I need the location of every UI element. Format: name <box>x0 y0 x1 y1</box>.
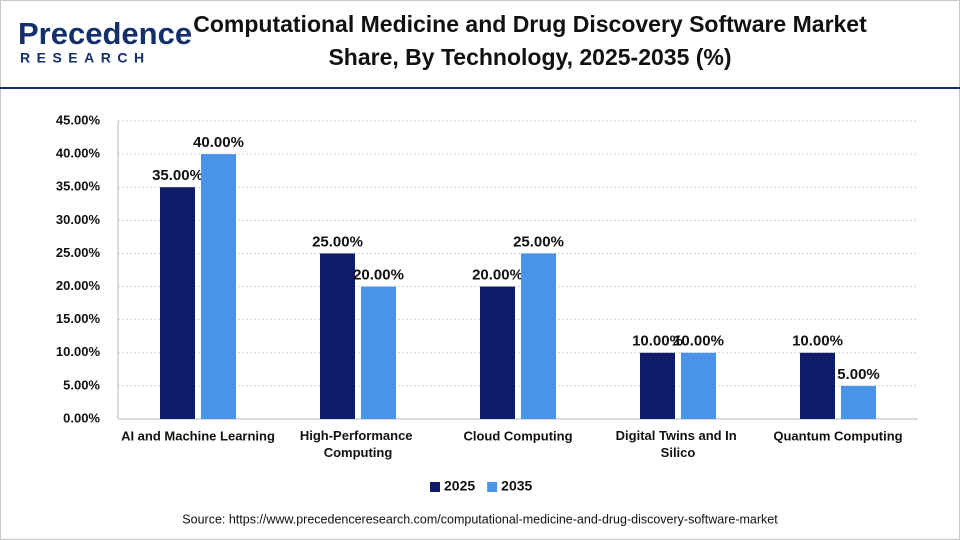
value-label: 20.00% <box>353 267 404 284</box>
chart-title: Computational Medicine and Drug Discover… <box>193 11 867 70</box>
y-tick-label: 20.00% <box>56 278 101 293</box>
bar <box>800 352 835 419</box>
legend-label: 2025 <box>444 478 475 494</box>
value-label: 20.00% <box>472 267 523 284</box>
x-tick-label: Quantum Computing <box>773 428 902 443</box>
y-tick-label: 35.00% <box>56 179 101 194</box>
value-label: 5.00% <box>837 366 880 383</box>
value-label: 40.00% <box>193 134 244 151</box>
x-tick-label: High-Performance Computing <box>300 428 416 460</box>
y-tick-label: 5.00% <box>63 377 100 392</box>
bar <box>681 352 716 419</box>
y-tick-label: 0.00% <box>63 410 100 425</box>
logo-tagline: RESEARCH <box>20 50 151 66</box>
bar <box>320 253 355 419</box>
bar <box>480 286 515 419</box>
y-tick-label: 25.00% <box>56 245 101 260</box>
x-tick-label: Cloud Computing <box>463 428 572 443</box>
bar <box>640 352 675 419</box>
y-tick-label: 40.00% <box>56 146 101 161</box>
bar <box>841 385 876 419</box>
y-tick-label: 10.00% <box>56 344 101 359</box>
x-tick-label: Digital Twins and In Silico <box>616 428 741 460</box>
source: Source: https://www.precedenceresearch.c… <box>182 512 778 526</box>
bar <box>201 154 236 419</box>
value-label: 10.00% <box>673 333 724 350</box>
x-tick-label: AI and Machine Learning <box>121 428 275 443</box>
value-label: 35.00% <box>152 167 203 184</box>
value-label: 25.00% <box>312 233 363 250</box>
logo-name: Precedence <box>18 16 192 51</box>
value-label: 10.00% <box>792 333 843 350</box>
y-tick-label: 30.00% <box>56 212 101 227</box>
bar <box>521 253 556 419</box>
bar <box>160 187 195 419</box>
legend-swatch <box>487 482 498 492</box>
legend-label: 2035 <box>501 478 532 494</box>
value-label: 10.00% <box>632 333 683 350</box>
y-tick-label: 45.00% <box>56 112 101 127</box>
y-tick-label: 15.00% <box>56 311 101 326</box>
bar <box>361 286 396 419</box>
value-label: 25.00% <box>513 233 564 250</box>
legend-swatch <box>430 482 440 492</box>
